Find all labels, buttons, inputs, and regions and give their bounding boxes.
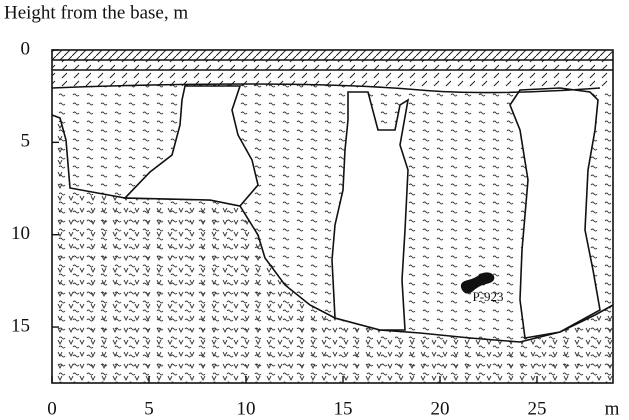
y-tick-label: 0 — [21, 38, 31, 59]
x-tick-label: 5 — [144, 398, 154, 419]
layer — [52, 50, 613, 60]
x-tick-label: 15 — [334, 398, 353, 419]
x-unit: m — [605, 398, 620, 419]
x-tick-label: 10 — [237, 398, 256, 419]
sample-label: P-923 — [472, 289, 503, 304]
y-tick-label: 5 — [21, 131, 31, 152]
section: P-923 — [52, 50, 613, 383]
x-tick-label: 0 — [47, 398, 57, 419]
axis-title: Height from the base, m — [4, 2, 188, 23]
layer — [52, 60, 613, 70]
section-diagram: Height from the base, m P-923 m 0 5 10 15 0 5… — [0, 0, 629, 420]
y-tick-label: 10 — [11, 223, 30, 244]
x-tick-label: 20 — [431, 398, 450, 419]
x-tick-label: 25 — [528, 398, 547, 419]
y-tick-label: 15 — [11, 315, 30, 336]
